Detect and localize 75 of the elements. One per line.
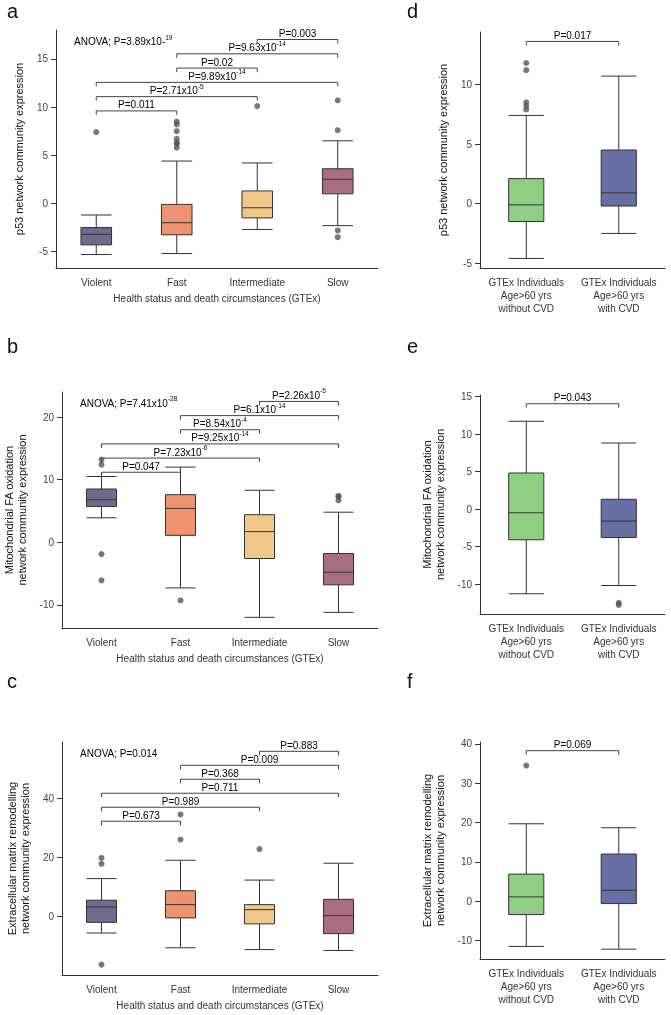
- y-tick-label: -10: [39, 599, 55, 611]
- x-tick-label: Fast: [170, 637, 191, 648]
- y-tick-label: 0: [48, 536, 55, 548]
- x-tick-label: Slow: [326, 277, 350, 288]
- annotation: P=0.069: [553, 739, 592, 751]
- x-axis-title: Health status and death circumstances (GTEx): [116, 653, 324, 665]
- x-tick-label: Fast: [170, 984, 191, 995]
- annotation: P=0.989: [161, 795, 200, 807]
- chart-title: c: [7, 670, 17, 692]
- x-tick-label: Intermediate: [229, 277, 286, 288]
- y-tick-label: 10: [460, 78, 473, 90]
- y-axis-title: Mitochondrial FA oxidation network community expression: [3, 434, 29, 586]
- annotation: P=0.017: [553, 29, 592, 41]
- y-tick-label: 0: [42, 197, 49, 209]
- y-axis-title: Extracellular matrix remodelling network community expression: [421, 773, 447, 928]
- y-tick-label: 40: [460, 738, 473, 750]
- y-tick-label: 10: [460, 856, 473, 868]
- x-tick-label: GTEx Individuals Age>60 yrs with CVD: [580, 968, 657, 1005]
- y-tick-label: 5: [466, 138, 473, 150]
- annotation: P=0.02: [201, 56, 234, 68]
- chart-title: a: [7, 0, 19, 22]
- y-axis-title: Mitochondrial FA oxidation network community expression: [421, 428, 447, 581]
- annotation: P=0.003: [278, 28, 317, 40]
- y-tick-label: -10: [457, 578, 473, 590]
- x-tick-label: Violent: [86, 637, 117, 648]
- y-tick-label: -5: [463, 541, 473, 552]
- y-tick-label: 20: [42, 851, 55, 863]
- y-axis-title: p53 network community expression: [13, 62, 26, 236]
- x-tick-label: Fast: [167, 277, 187, 288]
- y-tick-label: 5: [42, 149, 49, 161]
- annotation: P=0.009: [240, 753, 279, 765]
- annotation: P=0.047: [122, 460, 161, 472]
- annotation: P=0.711: [201, 781, 239, 793]
- x-tick-label: GTEx Individuals Age>60 yrs without CVD: [488, 277, 565, 314]
- y-tick-label: 0: [466, 198, 473, 210]
- y-tick-label: 0: [466, 895, 473, 907]
- x-axis-title: Health status and death circumstances (GTEx): [116, 1000, 324, 1012]
- y-tick-label: 15: [460, 391, 473, 402]
- y-tick-label: 30: [460, 777, 473, 789]
- y-tick-label: 15: [36, 53, 49, 65]
- x-axis-title: Health status and death circumstances (GTEx): [113, 293, 321, 305]
- x-tick-label: Intermediate: [231, 984, 288, 995]
- annotation: P=0.011: [118, 99, 156, 111]
- y-axis-title: Extracellular matrix remodelling network community expression: [6, 781, 32, 936]
- y-axis-title: p53 network community expression: [437, 63, 450, 237]
- annotation: ANOVA; P=0.014: [80, 747, 158, 759]
- annotation: P=0.043: [553, 392, 592, 404]
- y-tick-label: 10: [460, 428, 473, 440]
- y-tick-label: 5: [466, 466, 473, 477]
- chart-title: d: [407, 0, 419, 22]
- x-tick-label: GTEx Individuals Age>60 yrs without CVD: [488, 968, 565, 1005]
- x-tick-label: Slow: [327, 637, 351, 648]
- x-tick-label: Slow: [327, 984, 351, 995]
- x-tick-label: Intermediate: [231, 637, 288, 648]
- y-tick-label: 10: [42, 474, 55, 486]
- annotation: P=0.673: [122, 809, 161, 821]
- x-tick-label: GTEx Individuals Age>60 yrs without CVD: [488, 623, 565, 660]
- y-tick-label: 20: [42, 411, 55, 423]
- chart-title: f: [407, 670, 413, 692]
- y-tick-label: 20: [460, 817, 473, 829]
- y-tick-label: 10: [36, 101, 49, 113]
- chart-title: e: [407, 335, 419, 357]
- y-tick-label: 0: [466, 503, 473, 515]
- y-tick-label: 40: [42, 792, 55, 804]
- x-tick-label: Violent: [86, 984, 117, 995]
- y-tick-label: 0: [48, 910, 55, 922]
- annotation: P=0.368: [201, 767, 240, 779]
- x-tick-label: GTEx Individuals Age>60 yrs with CVD: [580, 623, 657, 660]
- annotation: P=0.883: [280, 739, 319, 751]
- x-tick-label: GTEx Individuals Age>60 yrs with CVD: [580, 277, 657, 314]
- y-tick-label: -5: [463, 257, 473, 269]
- y-tick-label: -5: [39, 246, 49, 258]
- chart-title: b: [7, 335, 19, 357]
- y-tick-label: -10: [457, 935, 473, 947]
- x-tick-label: Violent: [81, 277, 112, 288]
